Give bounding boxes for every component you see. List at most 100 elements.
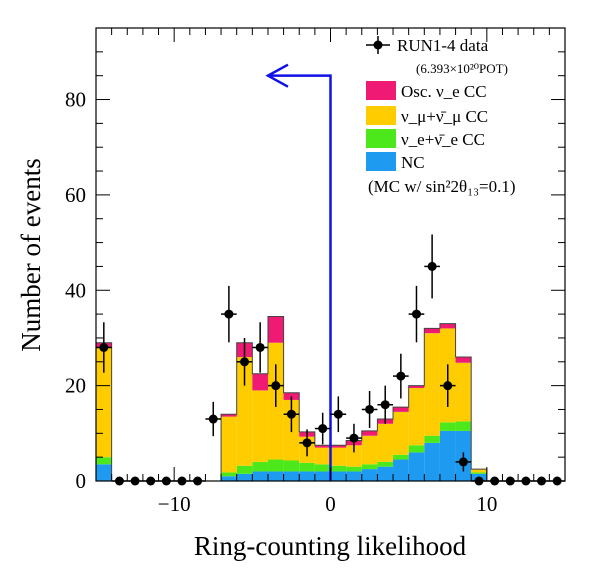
bar-s0-bin11: [267, 471, 284, 481]
data-point-22: [443, 381, 453, 391]
y-tick-label-80: 80: [65, 88, 86, 112]
data-point-23: [458, 457, 468, 467]
legend-label-nue: ν_e+ν̄_e CC: [401, 130, 485, 149]
bar-s2-bin14: [314, 447, 331, 465]
bar-s1-bin23: [455, 421, 472, 431]
data-point-15: [333, 409, 343, 419]
data-point-0: [99, 342, 109, 352]
bar-s3-bin20: [408, 385, 425, 389]
axis-ticks: [95, 28, 566, 482]
bar-s1-bin21: [424, 435, 440, 443]
bar-s1-bin20: [408, 445, 425, 453]
bar-s0-bin19: [393, 459, 409, 481]
bar-s2-bin20: [408, 388, 425, 446]
y-tick-label-0: 0: [76, 469, 87, 493]
bar-s1-bin14: [314, 464, 331, 472]
legend-data-pot: (6.393×10²⁰POT): [416, 61, 508, 76]
legend-swatch-numu: [366, 106, 396, 125]
bar-s3-bin19: [393, 407, 409, 412]
selection-cut: [265, 63, 332, 481]
legend-label-numu: ν_μ+ν̄_μ CC: [401, 107, 488, 126]
data-point-8: [224, 309, 234, 319]
bar-s1-bin10: [252, 461, 268, 472]
bar-s0-bin9: [236, 473, 253, 481]
legend-swatch-nue: [366, 129, 396, 148]
y-tick-label-20: 20: [65, 374, 86, 398]
bar-s3-bin10: [252, 373, 268, 391]
bar-s3-bin8: [221, 414, 237, 417]
legend-label-osc-nue: Osc. ν_e CC: [401, 82, 487, 101]
data-point-14: [318, 424, 328, 434]
bar-s3-bin12: [283, 392, 300, 400]
bar-s3-bin15: [330, 445, 347, 448]
x-axis-title: Ring-counting likelihood: [194, 531, 467, 561]
legend-swatch-nc: [366, 152, 396, 171]
bar-s1-bin12: [283, 460, 300, 472]
bar-s0-bin0: [96, 464, 112, 481]
bar-s0-bin22: [439, 430, 456, 481]
bar-s0-bin14: [314, 471, 331, 481]
bar-s2-bin10: [252, 390, 268, 462]
legend-label-nc: NC: [401, 153, 425, 172]
bar-s0-bin10: [252, 471, 268, 481]
bar-s0-bin17: [361, 469, 378, 481]
bar-s0-bin13: [299, 471, 315, 481]
data-point-13: [302, 438, 312, 448]
bar-s2-bin17: [361, 435, 378, 465]
cut-arrow-head: [265, 63, 289, 88]
bar-s1-bin24: [471, 472, 487, 474]
tick-labels: −10 0 10 0 20 40 60 80: [65, 88, 497, 516]
bar-s2-bin8: [221, 416, 237, 473]
cut-line: [267, 74, 332, 481]
legend-swatch-osc-nue: [366, 81, 396, 100]
x-tick-label--10: −10: [158, 492, 191, 516]
bar-s0-bin20: [408, 452, 425, 481]
y-axis-title: Number of events: [16, 158, 46, 351]
bar-s2-bin0: [96, 347, 112, 458]
bar-s3-bin14: [314, 445, 331, 448]
bar-s0-bin18: [377, 466, 394, 481]
legend-data-marker-dot: [373, 40, 383, 50]
data-point-17: [365, 404, 375, 414]
x-tick-label-10: 10: [476, 492, 497, 516]
bar-s2-bin18: [377, 423, 394, 462]
data-point-7: [208, 414, 218, 424]
bar-s2-bin23: [455, 362, 472, 422]
y-tick-label-60: 60: [65, 183, 86, 207]
data-point-20: [411, 309, 421, 319]
bar-s1-bin22: [439, 422, 456, 431]
bar-s0-bin12: [283, 471, 300, 481]
bar-s3-bin23: [455, 357, 472, 363]
data-point-19: [396, 371, 406, 381]
legend: RUN1-4 data (6.393×10²⁰POT) Osc. ν_e CC …: [366, 36, 516, 196]
bar-s1-bin18: [377, 461, 394, 467]
data-point-18: [380, 400, 390, 410]
data-point-9: [240, 357, 250, 367]
data-point-12: [286, 409, 296, 419]
stacked-bars: [96, 316, 487, 481]
bar-s1-bin11: [267, 459, 284, 472]
bar-s1-bin13: [299, 462, 315, 472]
data-point-11: [271, 381, 281, 391]
bar-s1-bin17: [361, 464, 378, 470]
bar-s1-bin15: [330, 465, 347, 472]
bar-s0-bin16: [346, 471, 362, 481]
data-point-16: [349, 433, 359, 443]
bar-s3-bin21: [424, 328, 440, 334]
bar-s3-bin17: [361, 430, 378, 436]
bar-s2-bin15: [330, 447, 347, 466]
y-tick-label-40: 40: [65, 278, 86, 302]
bar-s1-bin16: [346, 466, 362, 472]
bar-s0-bin8: [221, 476, 237, 481]
bar-s1-bin9: [236, 465, 253, 474]
data-point-10: [255, 342, 265, 352]
bar-s1-bin8: [221, 472, 237, 477]
bar-s3-bin22: [439, 323, 456, 329]
bar-s3-bin11: [267, 316, 284, 343]
bar-s2-bin16: [346, 445, 362, 467]
bar-s1-bin19: [393, 454, 409, 460]
bar-s2-bin19: [393, 411, 409, 455]
bar-s2-bin24: [471, 469, 487, 473]
x-tick-label-0: 0: [325, 492, 336, 516]
